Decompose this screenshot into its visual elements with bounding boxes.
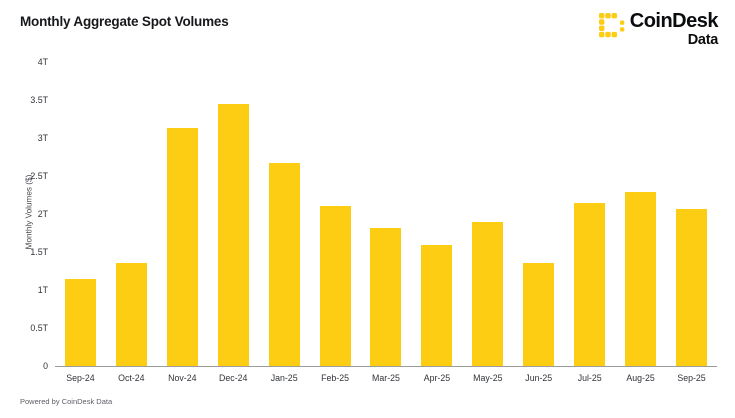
bar-Dec-24[interactable] (217, 103, 249, 366)
coindesk-logo-icon (598, 13, 625, 44)
bar-Oct-24[interactable] (115, 263, 147, 366)
x-tick-label: Feb-25 (321, 373, 349, 383)
x-tick-label: Mar-25 (372, 373, 400, 383)
x-tick-label: Jan-25 (270, 373, 298, 383)
x-tick-label: Jul-25 (577, 373, 602, 383)
bar-Jun-25[interactable] (523, 262, 555, 366)
y-tick-label: 4T (37, 56, 48, 67)
y-tick-label: 3T (37, 132, 48, 143)
footer-credit: Powered by CoinDesk Data (20, 397, 113, 406)
x-axis-labels: Sep-24 Oct-24 Nov-24 Dec-24 Jan-25 Feb-25 Mar-… (55, 373, 717, 383)
x-tick-label: Oct-24 (118, 373, 145, 383)
logo-sub-text: Data (687, 32, 719, 48)
plot-area (55, 62, 717, 366)
bar-Apr-25[interactable] (421, 245, 453, 366)
bar-May-25[interactable] (472, 221, 504, 366)
y-tick-label: 1.5T (30, 246, 48, 257)
coindesk-logo[interactable]: CoinDesk Data (598, 10, 719, 48)
bar-Nov-24[interactable] (166, 128, 198, 366)
x-tick-label: Sep-25 (677, 373, 706, 383)
x-tick-label: Aug-25 (626, 373, 655, 383)
x-tick-label: Apr-25 (423, 373, 451, 383)
y-tick-label: 2.5T (30, 170, 48, 181)
bar-Aug-25[interactable] (625, 191, 657, 366)
x-tick-label: Jun-25 (525, 373, 553, 383)
y-tick-label: 1T (37, 284, 48, 295)
bar-Jan-25[interactable] (268, 163, 300, 366)
bar-Sep-24[interactable] (64, 278, 96, 366)
x-tick-label: Sep-24 (66, 373, 95, 383)
y-tick-label: 0.5T (30, 322, 48, 333)
x-tick-label: Nov-24 (168, 373, 197, 383)
y-tick-label: 0 (43, 360, 48, 371)
y-tick-label: 2T (37, 208, 48, 219)
bar-Sep-25[interactable] (676, 209, 708, 366)
x-tick-label: Dec-24 (219, 373, 248, 383)
x-axis-line (55, 366, 717, 367)
x-tick-label: May-25 (473, 373, 503, 383)
y-axis-ticks: 0 0.5T 1T 1.5T 2T 2.5T 3T 3.5T 4T (0, 57, 50, 371)
page-title: Monthly Aggregate Spot Volumes (20, 14, 229, 29)
bar-Mar-25[interactable] (370, 228, 402, 366)
logo-brand-text: CoinDesk (629, 10, 719, 32)
bar-Feb-25[interactable] (319, 205, 351, 366)
y-tick-label: 3.5T (30, 94, 48, 105)
bar-Jul-25[interactable] (574, 202, 606, 366)
